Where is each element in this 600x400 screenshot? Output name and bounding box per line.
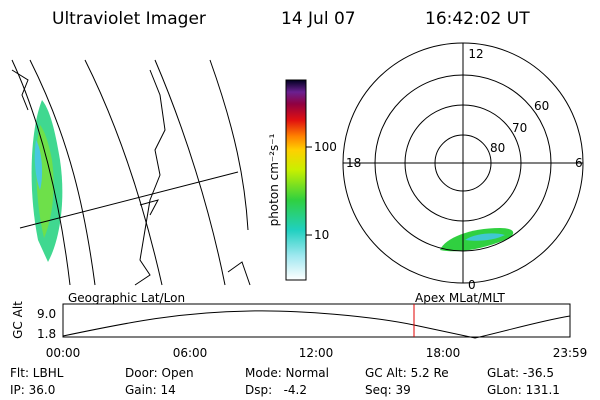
date: 14 Jul 07 [281, 9, 356, 29]
altitude-xtick: 00:00 [46, 346, 81, 360]
footer-field: GLon: 131.1 [487, 383, 560, 397]
colorbar-tick-label: 100 [314, 140, 337, 154]
lat-label: 80 [490, 141, 505, 155]
footer-field: Gain: 14 [125, 383, 176, 397]
colorbar-tick-label: 10 [314, 228, 329, 242]
polar-plot [342, 42, 584, 284]
lat-label: 70 [512, 121, 527, 135]
footer-field: GC Alt: 5.2 Re [365, 366, 449, 380]
title: Ultraviolet Imager [52, 9, 206, 29]
altitude-ytick: 9.0 [37, 307, 56, 321]
time: 16:42:02 UT [425, 9, 530, 29]
hour-label: 18 [346, 156, 361, 170]
altitude-xtick: 18:00 [426, 346, 461, 360]
hour-label: 6 [575, 156, 583, 170]
hour-label: 0 [468, 278, 476, 292]
map-label: Geographic Lat/Lon [68, 291, 185, 305]
altitude-xtick: 12:00 [299, 346, 334, 360]
footer-field: Flt: LBHL [10, 366, 64, 380]
altitude-xtick: 06:00 [173, 346, 208, 360]
footer-field: Dsp: -4.2 [245, 383, 307, 397]
altitude-ylabel: GC Alt [11, 301, 25, 339]
footer-field: GLat: -36.5 [487, 366, 554, 380]
footer-field: Mode: Normal [245, 366, 329, 380]
polar-label: Apex MLat/MLT [415, 291, 505, 305]
footer-field: Door: Open [125, 366, 194, 380]
lat-label: 60 [534, 99, 549, 113]
footer-field: Seq: 39 [365, 383, 411, 397]
altitude-frame [62, 303, 571, 338]
hour-label: 12 [468, 47, 483, 61]
colorbar-label: photon cm⁻²s⁻¹ [267, 133, 281, 226]
footer-field: IP: 36.0 [10, 383, 55, 397]
colorbar [285, 79, 307, 281]
map [11, 59, 251, 286]
altitude-curve [62, 310, 571, 339]
altitude-ytick: 1.8 [37, 327, 56, 341]
altitude-xtick: 23:59 [553, 346, 588, 360]
